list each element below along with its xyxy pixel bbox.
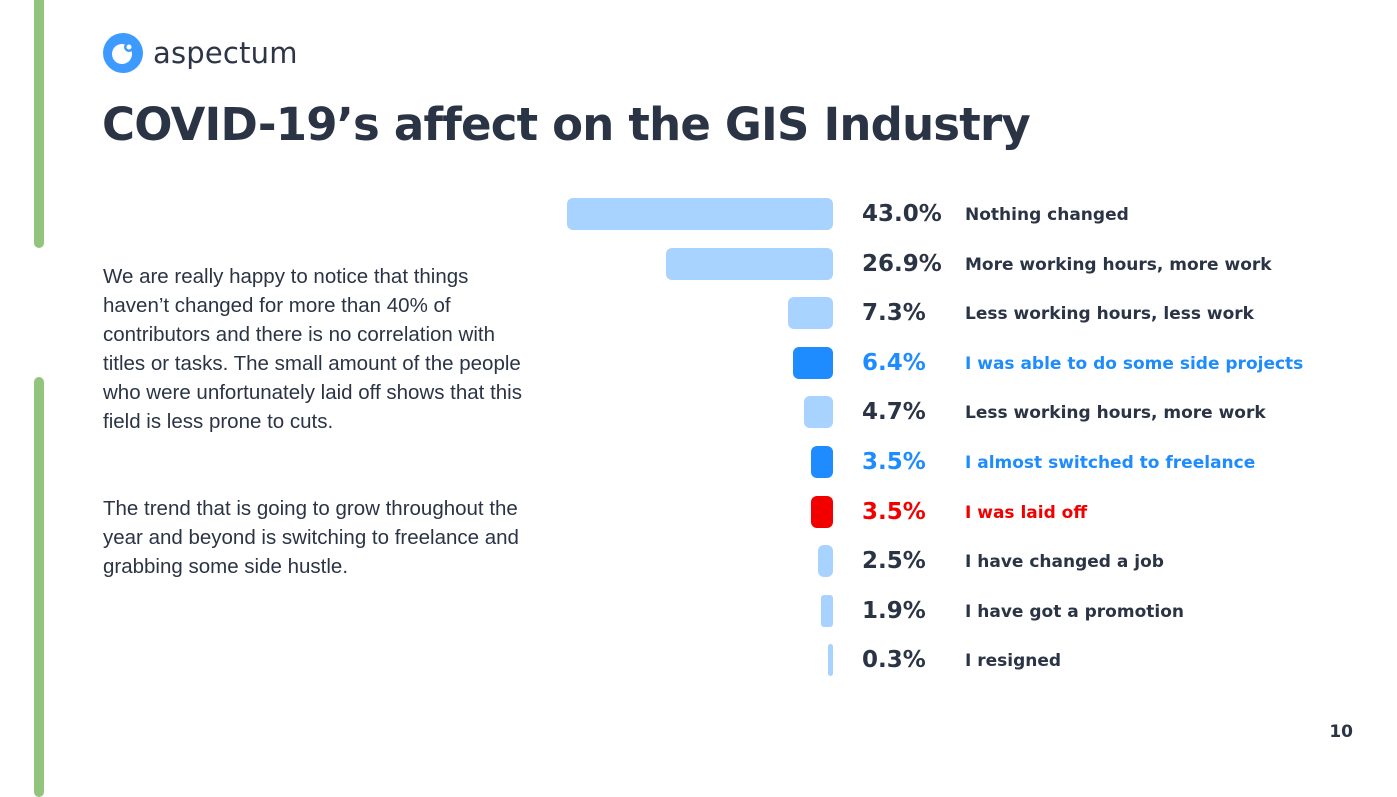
bar	[803, 396, 833, 429]
category-label: Less working hours, less work	[965, 304, 1254, 325]
bar	[566, 198, 833, 230]
aspectum-logo-icon	[103, 33, 143, 73]
accent-line-bottom	[34, 377, 44, 797]
category-label: I resigned	[965, 651, 1062, 672]
bar	[666, 247, 833, 280]
category-label: I was laid off	[965, 502, 1088, 523]
category-label: I have changed a job	[965, 552, 1164, 573]
bar	[811, 446, 833, 478]
value-label: 3.5%	[862, 498, 926, 525]
value-label: 2.5%	[862, 548, 926, 575]
category-label: Less working hours, more work	[965, 403, 1266, 424]
bar	[793, 346, 833, 379]
bar	[787, 297, 833, 330]
category-label: Nothing changed	[965, 205, 1129, 225]
value-label: 43.0%	[862, 201, 942, 227]
paragraph-2: The trend that is going to grow througho…	[103, 497, 519, 578]
logo-text: aspectum	[153, 36, 298, 70]
bar	[811, 495, 833, 528]
logo: aspectum	[102, 32, 298, 74]
category-label: More working hours, more work	[965, 254, 1272, 275]
category-label: I almost switched to freelance	[965, 453, 1256, 473]
category-label: I was able to do some side projects	[965, 353, 1304, 374]
value-label: 3.5%	[862, 449, 926, 475]
value-label: 0.3%	[862, 647, 926, 674]
value-label: 7.3%	[862, 300, 926, 327]
page-number: 10	[1329, 722, 1353, 742]
value-label: 1.9%	[862, 597, 926, 624]
value-label: 6.4%	[862, 349, 926, 376]
accent-line-top	[34, 0, 44, 248]
bar	[828, 644, 833, 677]
page-title: COVID-19’s affect on the GIS Industry	[102, 98, 1031, 151]
bar	[817, 545, 833, 578]
paragraph-1: We are really happy to notice that thing…	[103, 265, 522, 433]
value-label: 26.9%	[862, 250, 942, 277]
category-label: I have got a promotion	[965, 601, 1184, 622]
value-label: 4.7%	[862, 399, 926, 426]
bar	[821, 594, 833, 627]
